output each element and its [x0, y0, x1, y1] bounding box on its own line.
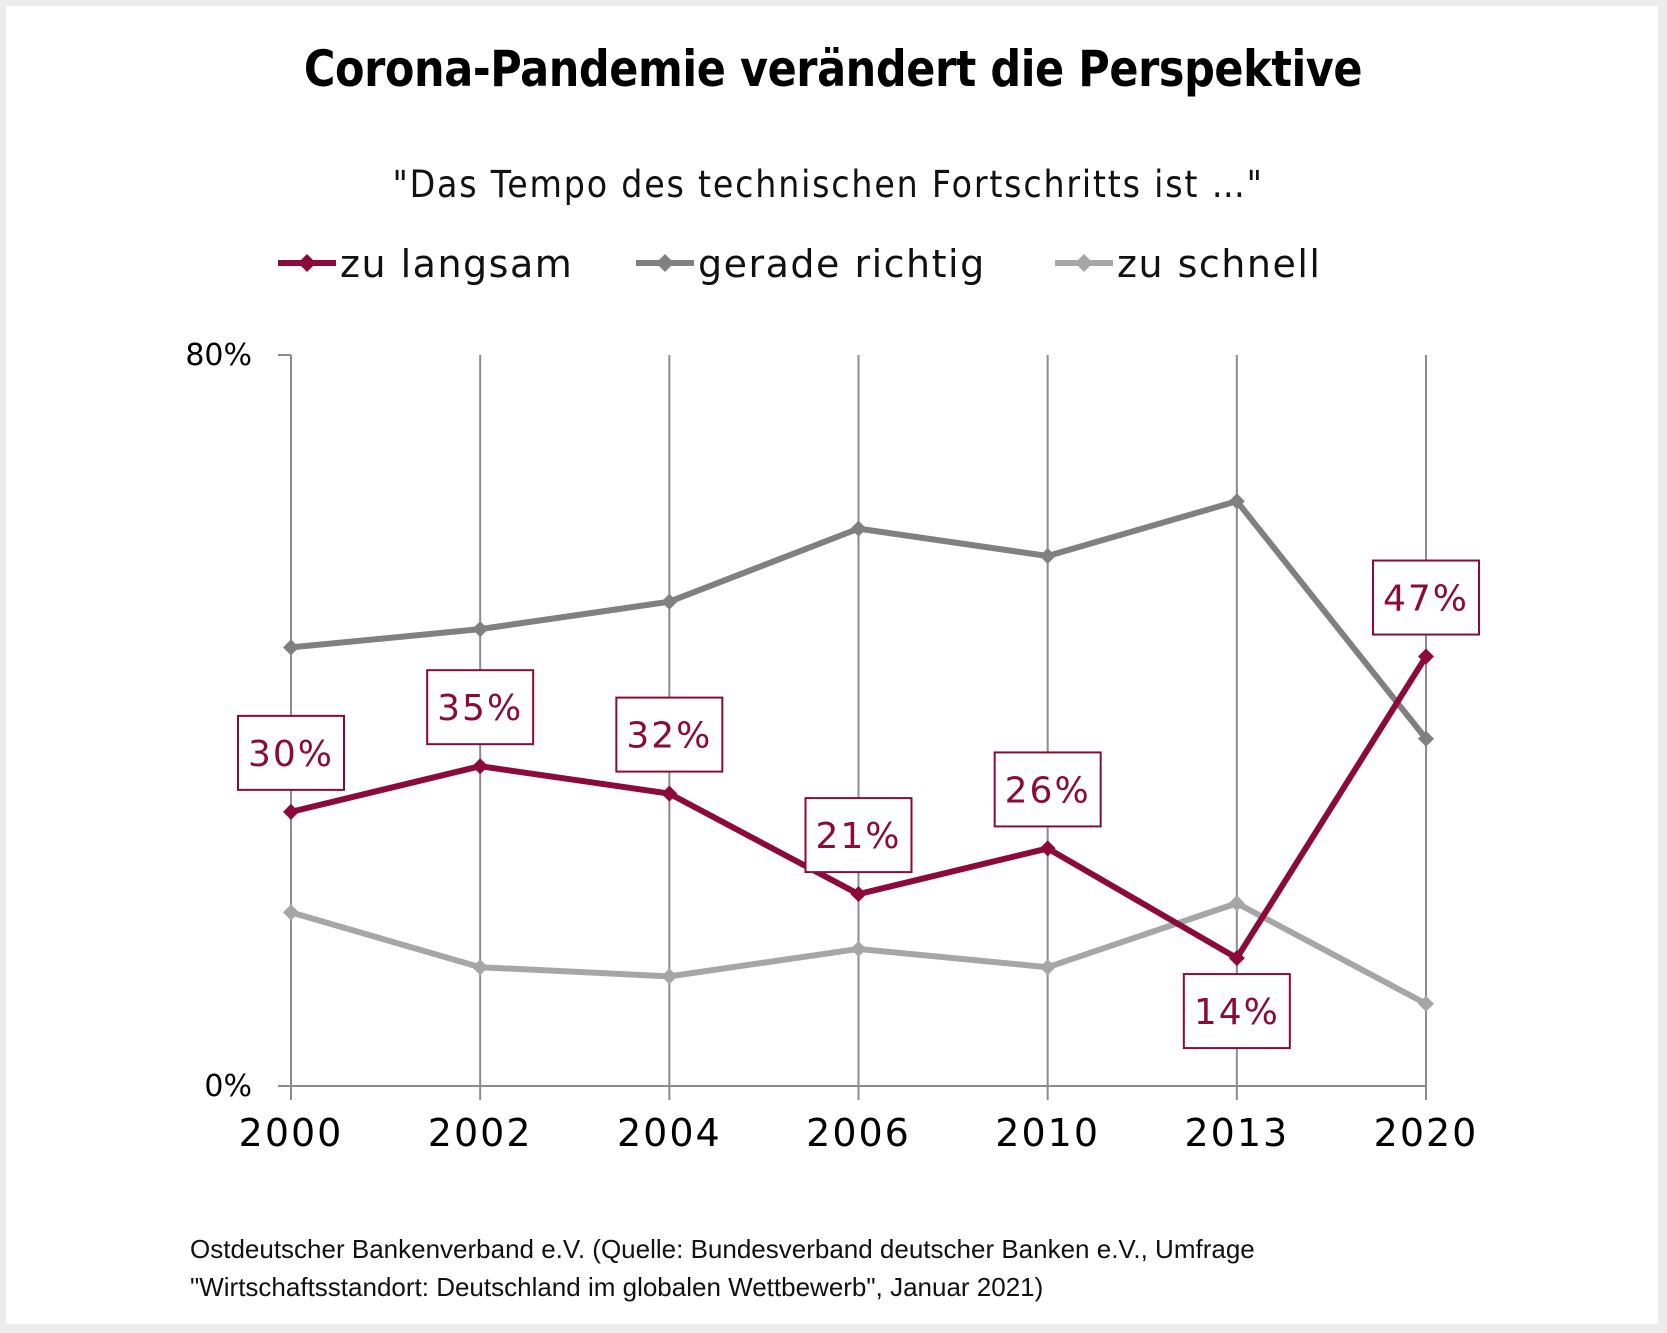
marker-gerade-richtig-2006	[850, 520, 867, 537]
x-tick-label-2013: 2013	[1184, 1111, 1289, 1155]
marker-gerade-richtig-2013	[1228, 493, 1245, 510]
source-line-2: "Wirtschaftsstandort: Deutschland im glo…	[190, 1272, 1044, 1302]
marker-zu-langsam-2004	[661, 785, 678, 802]
data-label-box-2006	[804, 797, 913, 874]
data-label-2006: 21%	[815, 816, 901, 857]
marker-zu-langsam-2013	[1228, 950, 1245, 967]
x-tick-label-2006: 2006	[806, 1111, 911, 1155]
source-line-1: Ostdeutscher Bankenverband e.V. (Quelle:…	[190, 1234, 1255, 1264]
data-label-box-2004	[615, 696, 724, 773]
data-label-box-2020	[1372, 559, 1480, 636]
legend-marker-icon-gerade-richtig	[656, 254, 674, 272]
marker-gerade-richtig-2002	[472, 621, 489, 638]
source-note: Ostdeutscher Bankenverband e.V. (Quelle:…	[190, 1230, 1490, 1306]
marker-zu-schnell-2000	[283, 904, 299, 921]
legend-label-zu-schnell: zu schnell	[1117, 242, 1321, 286]
marker-zu-schnell-2013	[1228, 895, 1245, 912]
legend-label-gerade-richtig: gerade richtig	[698, 242, 986, 286]
data-label-box-2002	[426, 669, 535, 746]
marker-gerade-richtig-2004	[661, 593, 678, 610]
legend-label-zu-langsam: zu langsam	[340, 242, 573, 286]
marker-zu-langsam-2006	[850, 886, 867, 903]
x-tick-label-2002: 2002	[428, 1111, 533, 1155]
axes: 2000 2002 2004 2006 2010 2013 2020 0% 80%	[185, 338, 1479, 1155]
x-tick-label-2000: 2000	[239, 1111, 344, 1155]
chart-title: Corona-Pandemie verändert die Perspektiv…	[303, 40, 1363, 98]
legend-marker-icon-zu-langsam	[298, 254, 316, 272]
marker-zu-langsam-2010	[1039, 840, 1056, 857]
legend: zu langsam gerade richtig zu schnell	[278, 242, 1321, 286]
marker-zu-schnell-2004	[661, 968, 678, 985]
y-tick-label-0: 0%	[204, 1069, 252, 1104]
data-label-2013: 14%	[1194, 992, 1280, 1033]
marker-gerade-richtig-2010	[1039, 548, 1056, 565]
marker-zu-langsam-2000	[283, 803, 299, 820]
chart-subtitle: "Das Tempo des technischen Fortschritts …	[392, 163, 1264, 206]
data-label-2004: 32%	[626, 716, 712, 757]
data-label-box-2000	[237, 714, 345, 791]
chart-card	[6, 6, 1658, 1324]
data-label-2002: 35%	[437, 688, 523, 729]
data-label-box-2013	[1182, 973, 1291, 1050]
data-label-2010: 26%	[1005, 770, 1091, 811]
x-tick-label-2020: 2020	[1374, 1111, 1479, 1155]
marker-zu-schnell-2010	[1039, 959, 1056, 976]
marker-zu-schnell-2006	[850, 940, 867, 957]
data-labels: 30% 35% 32% 21% 26% 14% 47%	[237, 559, 1480, 1050]
x-tick-label-2010: 2010	[995, 1111, 1100, 1155]
marker-gerade-richtig-2020	[1418, 730, 1434, 747]
marker-gerade-richtig-2000	[283, 639, 299, 656]
series-lines	[283, 493, 1434, 1012]
data-label-box-2010	[993, 751, 1102, 828]
legend-marker-icon-zu-schnell	[1075, 254, 1093, 272]
data-label-2000: 30%	[248, 734, 334, 775]
marker-zu-schnell-2020	[1418, 995, 1434, 1012]
marker-zu-langsam-2002	[472, 758, 489, 775]
data-label-2020: 47%	[1383, 579, 1469, 620]
marker-zu-schnell-2002	[472, 959, 489, 976]
x-tick-label-2004: 2004	[617, 1111, 722, 1155]
y-tick-label-80: 80%	[185, 338, 252, 373]
marker-zu-langsam-2020	[1418, 648, 1434, 665]
